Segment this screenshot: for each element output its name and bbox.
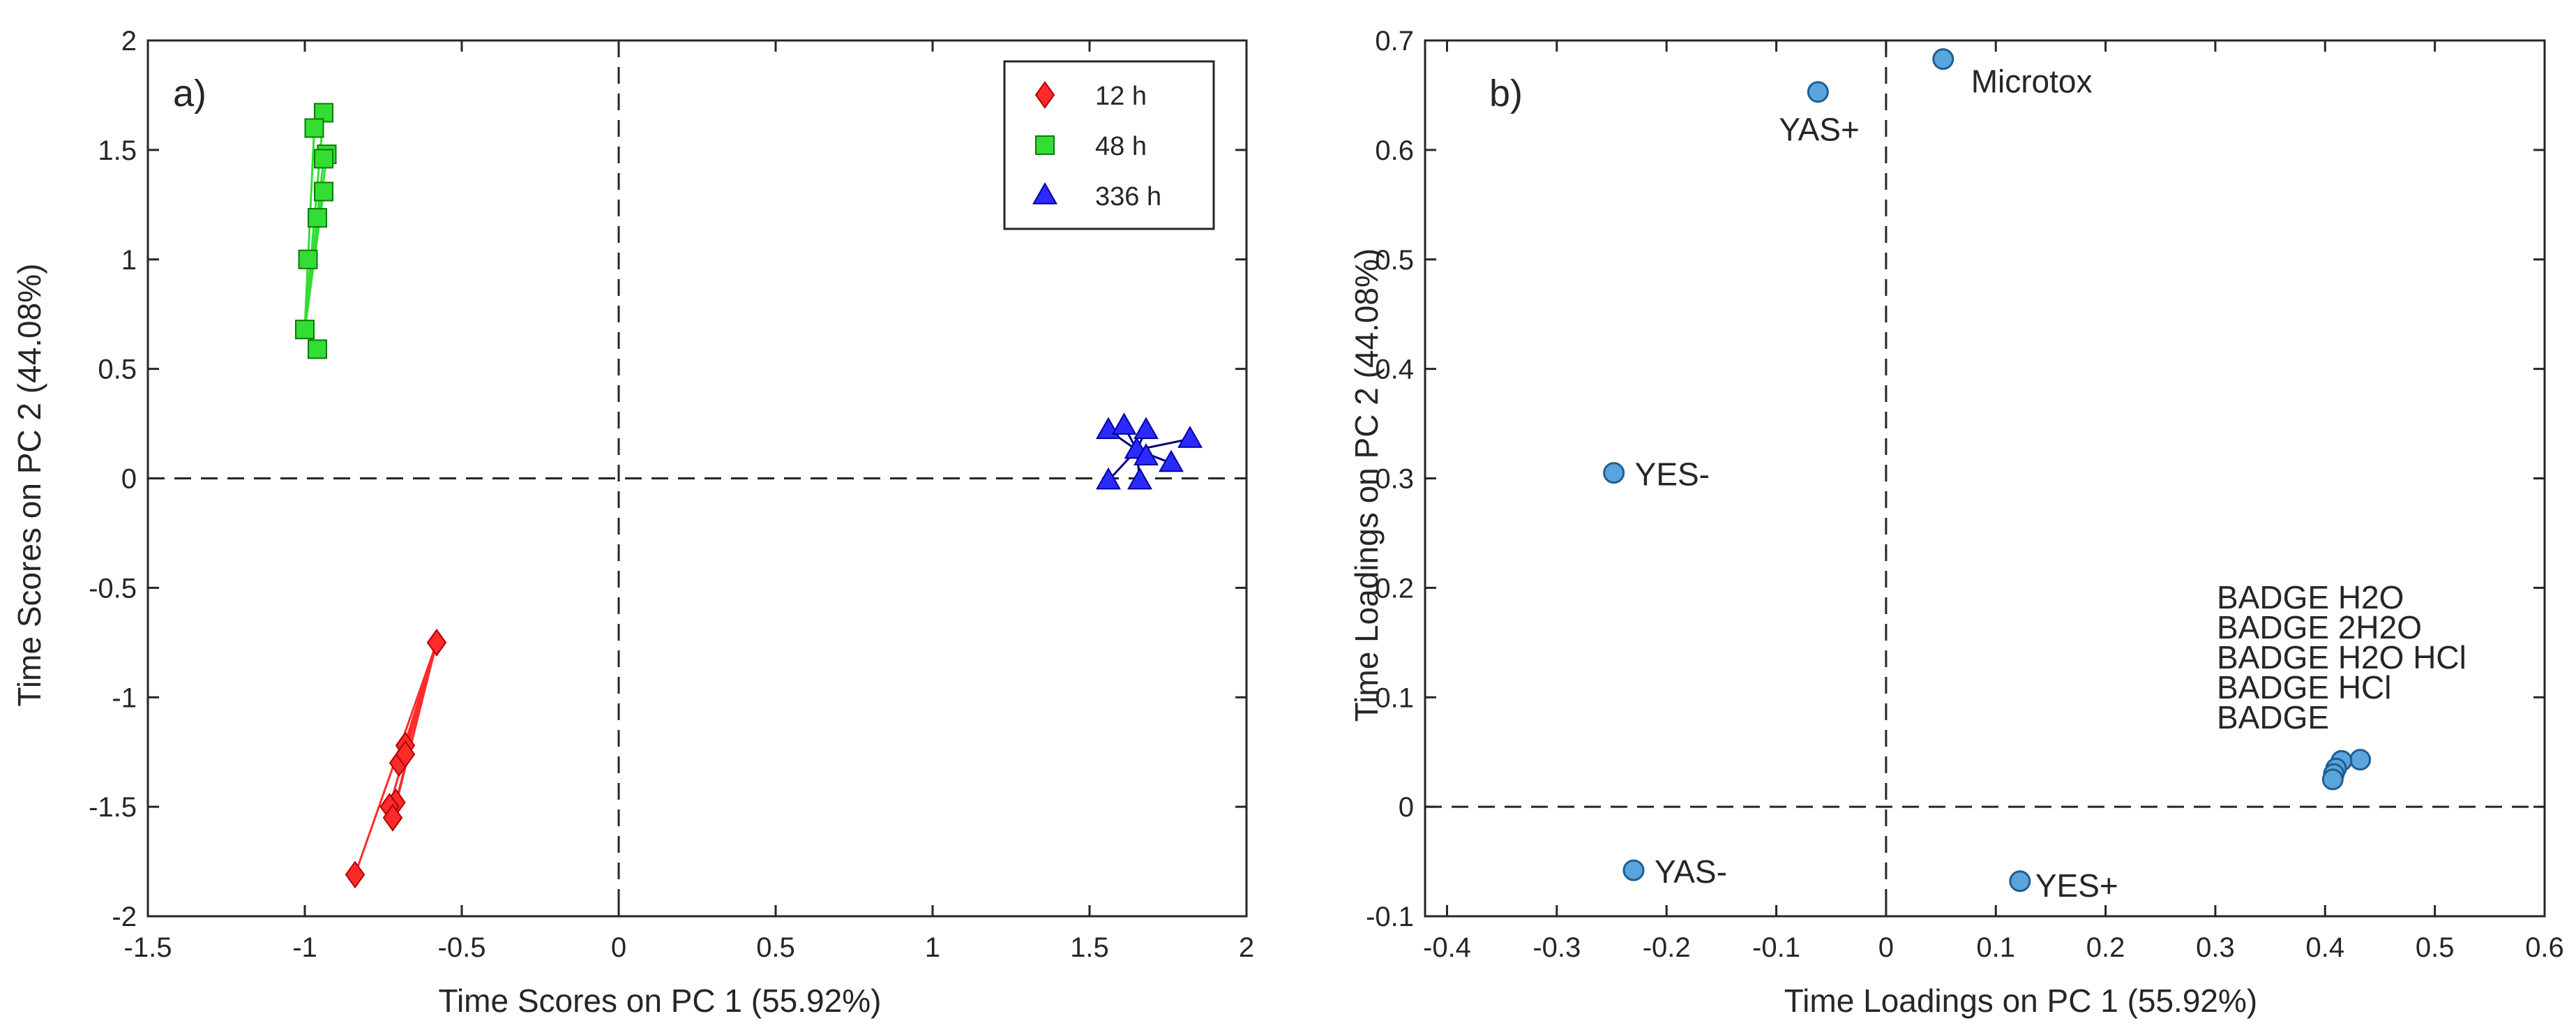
scores-x-tick-label: 1.5 bbox=[1070, 932, 1109, 963]
loadings-x-tick-label: 0.6 bbox=[2525, 932, 2564, 963]
loadings-y-tick-label: 0.7 bbox=[1375, 26, 1414, 57]
scores-x-tick-label: 1 bbox=[925, 932, 940, 963]
loading-label-badge-2h2o: BADGE 2H2O bbox=[2217, 609, 2422, 645]
loadings-x-tick-label: 0.4 bbox=[2305, 932, 2344, 963]
scores-y-axis-label: Time Scores on PC 2 (44.08%) bbox=[11, 264, 47, 707]
scores-plot-panel: -1.5 -1 -0.5 0 0.5 1 1.5 2-2-1.5-1-0.500.511.52… bbox=[11, 26, 1254, 1019]
loading-label-yas: YAS- bbox=[1655, 853, 1727, 890]
legend-marker-48-h bbox=[1035, 135, 1055, 155]
series-12-h-connector bbox=[391, 642, 438, 819]
loading-label-badge-h2o: BADGE H2O bbox=[2217, 579, 2404, 615]
loadings-x-tick-label: 0.5 bbox=[2416, 932, 2455, 963]
loadings-x-tick-label: -0.4 bbox=[1423, 932, 1471, 963]
loadings-x-tick-label: 0.1 bbox=[1976, 932, 2015, 963]
loadings-y-tick-label: 0.3 bbox=[1375, 464, 1414, 495]
series-12-h-point bbox=[395, 740, 416, 768]
legend-marker-336-h bbox=[1032, 182, 1057, 204]
panel-label-b: b) bbox=[1489, 73, 1523, 114]
scores-y-tick-label: 1.5 bbox=[98, 135, 137, 166]
scores-y-tick-label: -1.5 bbox=[89, 792, 137, 823]
loading-label-yas: YAS+ bbox=[1779, 112, 1860, 148]
legend-label-12-h: 12 h bbox=[1095, 82, 1147, 111]
legend-label-336-h: 336 h bbox=[1095, 182, 1161, 211]
loadings-y-tick-label: 0.2 bbox=[1375, 573, 1414, 604]
series-336-h-point bbox=[1159, 449, 1184, 472]
loadings-x-tick-label: -0.2 bbox=[1643, 932, 1691, 963]
series-12-h-point bbox=[345, 860, 366, 889]
series-336-h-point bbox=[1133, 443, 1159, 465]
series-336-h-point bbox=[1177, 426, 1203, 448]
series-48-h-point bbox=[298, 249, 318, 269]
scores-y-tick-label: 0.5 bbox=[98, 354, 137, 385]
scores-legend: 12 h 48 h 336 h bbox=[1003, 60, 1215, 230]
series-48-h-point bbox=[308, 339, 327, 359]
legend-marker-12-h bbox=[1034, 81, 1055, 109]
loadings-axes: -0.4 -0.3 -0.2 -0.1 0 0.1 0.2 0.3 0.4 0.5 0.6 -0.1 0… bbox=[1366, 26, 2564, 963]
scores-axes: -1.5 -1 -0.5 0 0.5 1 1.5 2-2-1.5-1-0.500.511.52 bbox=[89, 26, 1254, 963]
series-48-h-point bbox=[314, 149, 333, 169]
panel-label-a: a) bbox=[173, 73, 206, 114]
loading-label-microtox: Microtox bbox=[1971, 64, 2093, 100]
loading-point-yas bbox=[1807, 81, 1829, 103]
scores-x-axis-label: Time Scores on PC 1 (55.92%) bbox=[439, 983, 882, 1019]
series-48-h-connector bbox=[303, 128, 315, 330]
series-336-h-point bbox=[1111, 412, 1137, 435]
loadings-y-tick-label: 0.5 bbox=[1375, 245, 1414, 276]
loadings-y-tick-label: 0.6 bbox=[1375, 135, 1414, 166]
scores-y-tick-label: -1 bbox=[112, 682, 137, 713]
loading-point-microtox bbox=[1932, 48, 1954, 70]
loadings-y-axis-label: Time Loadings on PC 2 (44.08%) bbox=[1348, 248, 1385, 722]
loadings-x-tick-label: 0.3 bbox=[2196, 932, 2235, 963]
loading-label-badge-h2o-hcl: BADGE H2O HCl bbox=[2217, 639, 2466, 676]
loadings-y-tick-label: 0.4 bbox=[1375, 354, 1414, 385]
loading-point-badge-h2o bbox=[2349, 749, 2372, 771]
loadings-plot-panel: -0.4 -0.3 -0.2 -0.1 0 0.1 0.2 0.3 0.4 0.5 0.6 -0.1 0… bbox=[1348, 26, 2564, 1019]
loadings-y-tick-label: -0.1 bbox=[1366, 902, 1414, 932]
series-48-h-point bbox=[295, 320, 315, 340]
loading-label-badge-hcl: BADGE HCl bbox=[2217, 669, 2391, 706]
loading-point-yas bbox=[1622, 859, 1645, 881]
loading-point-yes bbox=[1603, 462, 1625, 484]
scores-x-tick-label: 2 bbox=[1239, 932, 1254, 963]
scores-x-tick-label: 0 bbox=[611, 932, 626, 963]
loadings-x-tick-label: 0.2 bbox=[2086, 932, 2125, 963]
loading-label-yes: YES- bbox=[1635, 456, 1710, 493]
scores-y-tick-label: 1 bbox=[121, 245, 137, 276]
series-12-h-point bbox=[426, 628, 447, 657]
series-12-h-point bbox=[382, 803, 403, 832]
scores-y-tick-label: 0 bbox=[121, 464, 137, 495]
loadings-y-tick-label: 0 bbox=[1399, 792, 1414, 823]
loadings-x-tick-label: -0.1 bbox=[1752, 932, 1800, 963]
scores-markers bbox=[295, 103, 1203, 889]
series-336-h-point bbox=[1127, 467, 1152, 490]
scores-y-tick-label: 2 bbox=[121, 26, 137, 57]
loadings-plot-frame bbox=[1424, 39, 2546, 918]
scores-y-tick-label: -2 bbox=[112, 902, 137, 932]
loadings-x-axis-label: Time Loadings on PC 1 (55.92%) bbox=[1784, 983, 2257, 1019]
scores-x-tick-label: -0.5 bbox=[438, 932, 486, 963]
loading-label-badge: BADGE bbox=[2217, 699, 2329, 736]
series-48-h-point bbox=[314, 181, 333, 202]
loadings-markers bbox=[1603, 48, 2372, 893]
scores-x-tick-label: -1 bbox=[292, 932, 317, 963]
loadings-y-tick-label: 0.1 bbox=[1375, 682, 1414, 713]
loadings-x-tick-label: 0 bbox=[1878, 932, 1894, 963]
scores-x-tick-label: -1.5 bbox=[124, 932, 172, 963]
series-336-h-point bbox=[1133, 417, 1159, 440]
loadings-x-tick-label: -0.3 bbox=[1532, 932, 1581, 963]
loading-point-badge bbox=[2321, 768, 2344, 791]
series-48-h-point bbox=[308, 208, 327, 228]
scores-y-tick-label: -0.5 bbox=[89, 573, 137, 604]
series-336-h-point bbox=[1096, 467, 1121, 490]
series-48-h-point bbox=[304, 118, 324, 138]
loading-point-yes bbox=[2009, 870, 2031, 893]
legend-label-48-h: 48 h bbox=[1095, 132, 1147, 161]
loading-label-yes: YES+ bbox=[2035, 867, 2118, 904]
scores-x-tick-label: 0.5 bbox=[756, 932, 795, 963]
